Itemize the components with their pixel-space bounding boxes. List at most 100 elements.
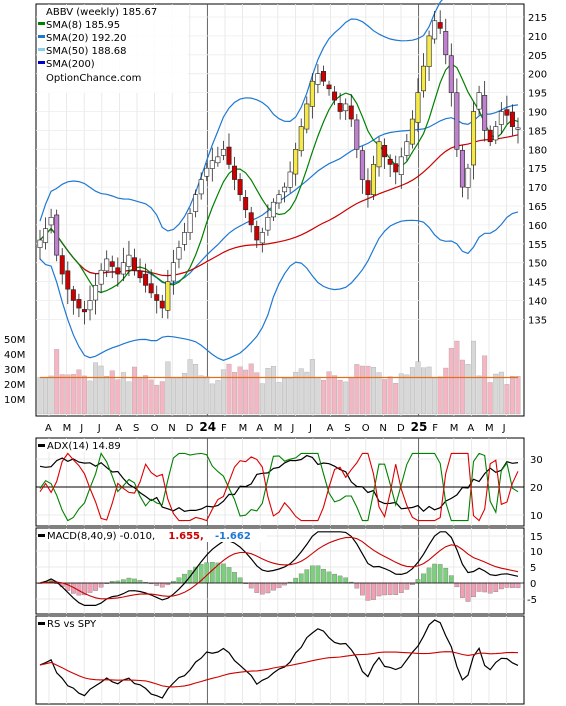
macd-histogram-bar <box>209 562 215 584</box>
macd-histogram-bar <box>254 582 260 593</box>
volume-bar <box>215 380 221 415</box>
adx-label-bg <box>37 439 129 452</box>
month-label: D <box>397 423 405 434</box>
price-tick-label: 180 <box>528 145 547 156</box>
candle-body <box>259 232 265 244</box>
price-tick-label: 170 <box>528 183 547 194</box>
price-tick-label: 190 <box>528 108 547 119</box>
volume-bar <box>126 381 132 415</box>
candle-body <box>126 254 132 267</box>
volume-tick-label: 10M <box>4 395 25 406</box>
month-label: N <box>379 423 386 434</box>
volume-bar <box>232 372 237 415</box>
volume-bar <box>382 379 388 415</box>
month-label: A <box>256 423 263 434</box>
candle-body <box>104 258 110 272</box>
adx-tick-20: 20 <box>530 483 543 494</box>
month-label: S <box>344 423 350 434</box>
volume-bar <box>404 374 410 415</box>
month-label: S <box>133 423 139 434</box>
candle-body <box>509 111 515 127</box>
volume-bar <box>326 371 332 415</box>
candle-body <box>131 257 137 271</box>
legend-sma50: SMA(50) 188.68 <box>46 46 127 57</box>
candle-body <box>287 171 293 188</box>
price-tick-label: 175 <box>528 164 547 175</box>
candle-body <box>170 262 176 282</box>
volume-bar <box>43 377 49 415</box>
candle-body <box>159 300 165 309</box>
volume-bar <box>371 367 376 415</box>
macd-histogram-bar <box>126 577 132 584</box>
month-label: M <box>450 423 459 434</box>
candle-body <box>198 179 204 195</box>
candle-body <box>109 261 115 267</box>
macd-histogram-bar <box>515 582 521 588</box>
price-tick-label: 185 <box>528 126 547 137</box>
legend-swatch-sma50 <box>38 48 45 51</box>
candle-body <box>376 141 382 168</box>
volume-bar <box>176 377 182 415</box>
volume-bar <box>54 349 60 415</box>
candlesticks <box>37 10 521 325</box>
candle-body <box>393 163 399 173</box>
price-tick-label: 215 <box>528 13 547 24</box>
macd-histogram-bar <box>315 565 321 584</box>
candle-body <box>254 226 260 241</box>
macd-line <box>39 531 519 607</box>
volume-bar <box>265 368 271 415</box>
volume-bar <box>87 380 93 415</box>
price-tick-label: 135 <box>528 315 547 326</box>
macd-histogram-bar <box>454 582 460 588</box>
macd-histogram-bar <box>159 582 165 588</box>
candle-body <box>409 118 415 145</box>
volume-bar <box>482 355 488 415</box>
price-tick-label: 195 <box>528 89 547 100</box>
volume-bar <box>148 379 154 415</box>
candle-body <box>76 299 82 309</box>
macd-histogram-bar <box>304 569 310 584</box>
macd-histogram-bar <box>132 578 137 584</box>
candle-body <box>432 20 438 40</box>
macd-label-blue: -1.662 <box>215 531 251 542</box>
month-label: A <box>115 423 122 434</box>
macd-histogram-bar <box>443 567 449 584</box>
volume-bar <box>270 366 276 415</box>
volume-bar <box>132 366 137 415</box>
candle-body <box>93 285 99 301</box>
macd-histogram-bar <box>354 582 360 589</box>
volume-bar <box>393 382 399 415</box>
candle-body <box>293 149 299 175</box>
volume-bar <box>204 376 210 415</box>
macd-tick-neg5: -5 <box>527 595 537 606</box>
volume-bar <box>443 367 449 415</box>
candle-body <box>98 269 104 285</box>
candle-body <box>498 111 504 125</box>
macd-histogram-bar <box>504 582 510 588</box>
volume-bar <box>315 377 321 415</box>
macd-histogram-bar <box>365 582 371 601</box>
macd-histogram-bar <box>321 568 326 584</box>
price-tick-label: 165 <box>528 202 547 213</box>
candle-body <box>115 267 121 275</box>
candle-body <box>148 283 154 294</box>
price-tick-label: 140 <box>528 297 547 308</box>
candle-body <box>354 119 360 150</box>
volume-bar <box>248 363 254 415</box>
macd-tick-0: 0 <box>530 579 536 590</box>
candle-body <box>270 201 276 218</box>
volume-bar <box>282 378 288 415</box>
volume-bar <box>509 375 515 415</box>
rs-average-line <box>39 651 519 688</box>
main-legend: ABBV (weekly) 185.67 SMA(8) 185.95 SMA(2… <box>38 5 188 93</box>
month-label: O <box>151 423 159 434</box>
month-label: D <box>186 423 194 434</box>
candle-body <box>204 167 210 177</box>
volume-bar <box>82 375 87 415</box>
candle-body <box>43 228 49 243</box>
volume-bar <box>387 376 393 415</box>
month-label: F <box>221 423 227 434</box>
macd-label-red: 1.655, <box>168 531 203 542</box>
macd-histogram-bar <box>343 577 349 584</box>
